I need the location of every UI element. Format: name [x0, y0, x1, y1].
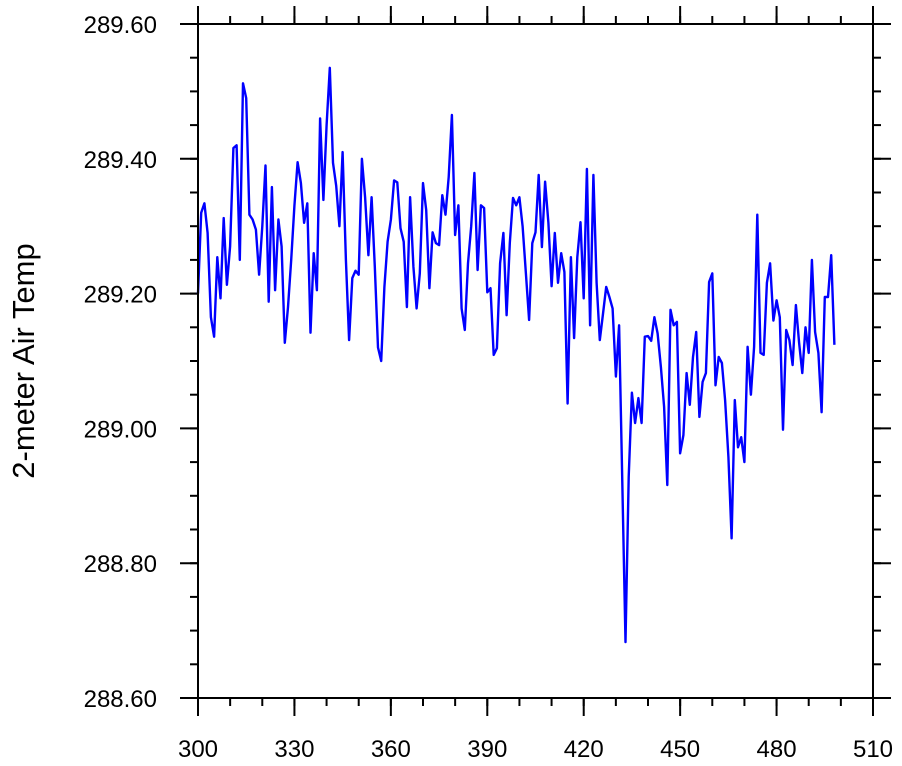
- plot-frame: [197, 23, 874, 699]
- y-tick-label: 288.60: [84, 686, 157, 713]
- axis-ticks: [180, 6, 891, 716]
- x-tick-label: 420: [564, 736, 604, 763]
- x-tick-label: 330: [274, 736, 314, 763]
- series-line: [196, 66, 836, 644]
- y-tick-labels: 288.60 288.80 289.00 289.20 289.40 289.60: [84, 12, 157, 713]
- y-tick-label: 289.40: [84, 147, 157, 174]
- x-tick-label: 300: [178, 736, 218, 763]
- y-tick-label: 288.80: [84, 551, 157, 578]
- y-axis-label: 2-meter Air Temp: [6, 243, 41, 478]
- x-tick-label: 480: [757, 736, 797, 763]
- x-tick-label: 450: [660, 736, 700, 763]
- y-tick-label: 289.00: [84, 416, 157, 443]
- x-tick-labels: 300 330 360 390 420 450 480 510: [178, 736, 893, 763]
- x-tick-label: 510: [853, 736, 893, 763]
- x-tick-label: 390: [467, 736, 507, 763]
- x-tick-label: 360: [371, 736, 411, 763]
- y-tick-label: 289.20: [84, 282, 157, 309]
- y-tick-label: 289.60: [84, 12, 157, 39]
